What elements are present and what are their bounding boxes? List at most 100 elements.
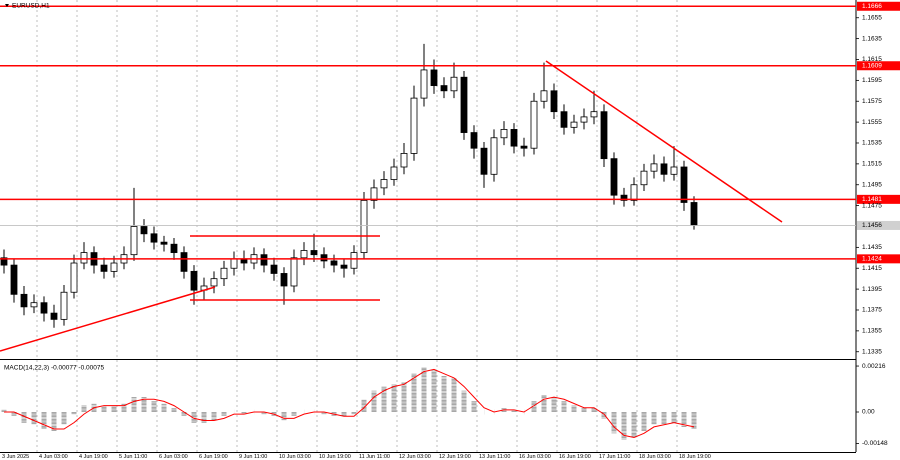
indicator-title: MACD(14,22,3) -0.00077 -0.00075 — [4, 365, 104, 372]
candle-body — [450, 76, 458, 92]
candle-body — [460, 76, 468, 133]
candle-body — [290, 257, 298, 287]
candle-body — [0, 257, 8, 266]
candle-body — [150, 233, 158, 243]
candle-body — [390, 166, 398, 180]
x-tick-label: 12 Jun 03:00 — [399, 454, 431, 460]
trend-line — [545, 60, 783, 223]
drawings — [0, 60, 783, 352]
candle-body — [520, 145, 528, 149]
macd-signal — [4, 368, 695, 439]
y-tick-label: 1.1395 — [862, 286, 882, 293]
macd-tick-label: -0.00148 — [862, 440, 888, 447]
candle-body — [500, 129, 508, 139]
x-tick-label: 10 Jun 19:00 — [319, 454, 351, 460]
candle-body — [60, 291, 68, 320]
x-tick-label: 4 Jun 03:00 — [39, 454, 68, 460]
candle-body — [560, 111, 568, 128]
x-tick-label: 16 Jun 03:00 — [519, 454, 551, 460]
y-tick-label: 1.1615 — [862, 56, 882, 63]
x-tick-label: 16 Jun 19:00 — [559, 454, 591, 460]
candle-body — [10, 264, 18, 295]
candle-body — [180, 252, 188, 272]
candle-body — [540, 90, 548, 102]
x-tick-label: 10 Jun 03:00 — [279, 454, 311, 460]
candle-body — [110, 262, 118, 272]
y-tick-label: 1.1595 — [862, 77, 882, 84]
candle-body — [410, 97, 418, 154]
levels: 1.1666 1.1609 1.1481 1.1424 1.1456 — [0, 1, 900, 264]
candle-body — [80, 252, 88, 264]
y-tick-label: 1.1535 — [862, 140, 882, 147]
candle-body — [400, 153, 408, 168]
candle-body — [40, 302, 48, 314]
candle-body — [680, 166, 688, 203]
candle-body — [470, 132, 478, 149]
candle-body — [370, 187, 378, 201]
candle-body — [320, 254, 328, 262]
level-tag — [857, 1, 900, 11]
candle-body — [330, 260, 338, 266]
x-tick-label: 5 Jun 11:00 — [119, 454, 147, 460]
candle-body — [310, 250, 318, 256]
symbol-label: EURUSD,H1 — [12, 3, 50, 10]
candle-body — [590, 111, 598, 118]
candle-body — [30, 302, 38, 308]
macd-tick-label: 0.00216 — [862, 363, 886, 370]
candle-body — [480, 147, 488, 175]
axes: 3 Jun 2025 4 Jun 03:00 4 Jun 19:00 5 Jun 11… — [2, 14, 888, 459]
x-tick-label: 18 Jun 03:00 — [639, 454, 671, 460]
candle-body — [610, 158, 618, 196]
candle-body — [600, 111, 608, 160]
level-label: 1.1666 — [862, 3, 882, 10]
candle-body — [630, 184, 638, 201]
y-tick-label: 1.1495 — [862, 181, 882, 188]
level-label: 1.1424 — [862, 256, 882, 263]
symbol-marker — [5, 4, 9, 7]
y-tick-label: 1.1375 — [862, 307, 882, 314]
x-tick-label: 11 Jun 11:00 — [359, 454, 390, 460]
macd-panel — [1, 367, 697, 440]
candle-body — [360, 199, 368, 253]
x-tick-label: 6 Jun 03:00 — [159, 454, 188, 460]
candle-body — [430, 69, 438, 86]
candle-body — [50, 312, 58, 320]
candle-body — [160, 241, 168, 245]
y-tick-label: 1.1515 — [862, 161, 882, 168]
level-label: 1.1609 — [862, 62, 882, 69]
candle-body — [640, 170, 648, 186]
candle-body — [100, 264, 108, 272]
candle-body — [620, 194, 628, 201]
x-tick-label: 9 Jun 11:00 — [239, 454, 267, 460]
trend-line — [0, 286, 216, 352]
level-tag — [857, 254, 900, 264]
y-tick-label: 1.1575 — [862, 98, 882, 105]
candle-body — [130, 226, 138, 256]
candle-body — [420, 69, 428, 99]
candle-body — [660, 163, 668, 175]
candle-body — [210, 278, 218, 287]
x-tick-label: 13 Jun 11:00 — [479, 454, 510, 460]
candle-body — [570, 121, 578, 128]
y-tick-label: 1.1475 — [862, 202, 882, 209]
y-tick-label: 1.1555 — [862, 119, 882, 126]
candle-body — [140, 226, 148, 235]
candle-body — [190, 270, 198, 291]
grid — [36, 0, 678, 452]
x-tick-label: 12 Jun 19:00 — [439, 454, 471, 460]
y-tick-label: 1.1635 — [862, 35, 882, 42]
candle-body — [260, 254, 268, 266]
level-label: 1.1481 — [862, 196, 882, 203]
candle-body — [530, 100, 538, 149]
y-tick-label: 1.1435 — [862, 244, 882, 251]
y-tick-label: 1.1355 — [862, 328, 882, 335]
x-tick-label: 17 Jun 11:00 — [599, 454, 630, 460]
candle-body — [170, 243, 178, 253]
candle-body — [690, 202, 698, 226]
y-tick-label: 1.1655 — [862, 14, 882, 21]
x-tick-label: 4 Jun 19:00 — [79, 454, 108, 460]
x-tick-label: 3 Jun 2025 — [2, 454, 29, 460]
level-tag — [857, 194, 900, 204]
